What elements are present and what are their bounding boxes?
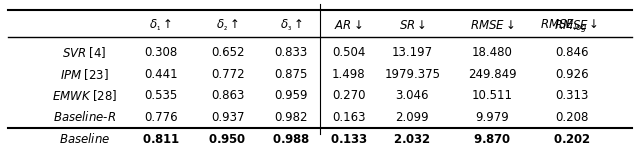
Text: $\mathit{\delta}_{₁}$$\uparrow$: $\mathit{\delta}_{₁}$$\uparrow$ <box>149 18 172 33</box>
Text: $\mathbf{0.811}$: $\mathbf{0.811}$ <box>141 133 180 146</box>
Text: $\mathit{Baseline}$: $\mathit{Baseline}$ <box>59 132 110 146</box>
Text: $\mathit{Baseline\text{-}R}$: $\mathit{Baseline\text{-}R}$ <box>52 110 116 125</box>
Text: 18.480: 18.480 <box>472 46 513 59</box>
Text: 0.833: 0.833 <box>275 46 308 59</box>
Text: 0.441: 0.441 <box>144 68 177 81</box>
Text: 0.535: 0.535 <box>144 89 177 102</box>
Text: 13.197: 13.197 <box>392 46 433 59</box>
Text: 0.937: 0.937 <box>211 111 244 124</box>
Text: $\mathit{IPM\;[23]}$: $\mathit{IPM\;[23]}$ <box>60 67 109 82</box>
Text: 0.776: 0.776 <box>144 111 177 124</box>
Text: 1979.375: 1979.375 <box>385 68 440 81</box>
Text: $\mathit{AR}$$\downarrow$: $\mathit{AR}$$\downarrow$ <box>335 19 363 32</box>
Text: $\mathit{RMSE}_{\mathit{log}}$$\downarrow$: $\mathit{RMSE}_{\mathit{log}}$$\downarro… <box>540 17 597 34</box>
Text: $\mathit{\delta}_{₂}$$\uparrow$: $\mathit{\delta}_{₂}$$\uparrow$ <box>216 18 239 33</box>
Text: 0.772: 0.772 <box>211 68 244 81</box>
Text: 0.846: 0.846 <box>555 46 588 59</box>
Text: 0.208: 0.208 <box>555 111 588 124</box>
Text: $\mathbf{9.870}$: $\mathbf{9.870}$ <box>473 133 511 146</box>
Text: 1.498: 1.498 <box>332 68 365 81</box>
Text: $\it{RMSE}$: $\it{RMSE}$ <box>554 19 589 32</box>
Text: 10.511: 10.511 <box>472 89 513 102</box>
Text: $\mathit{SR}$$\downarrow$: $\mathit{SR}$$\downarrow$ <box>399 19 426 32</box>
Text: 0.863: 0.863 <box>211 89 244 102</box>
Text: 0.875: 0.875 <box>275 68 308 81</box>
Text: 0.163: 0.163 <box>332 111 365 124</box>
Text: 0.982: 0.982 <box>275 111 308 124</box>
Text: 0.504: 0.504 <box>332 46 365 59</box>
Text: $\mathbf{2.032}$: $\mathbf{2.032}$ <box>394 133 431 146</box>
Text: $\mathbf{0.988}$: $\mathbf{0.988}$ <box>272 133 310 146</box>
Text: $\mathbf{0.202}$: $\mathbf{0.202}$ <box>553 133 591 146</box>
Text: 0.959: 0.959 <box>275 89 308 102</box>
Text: 0.270: 0.270 <box>332 89 365 102</box>
Text: 0.313: 0.313 <box>555 89 588 102</box>
Text: 2.099: 2.099 <box>396 111 429 124</box>
Text: 3.046: 3.046 <box>396 89 429 102</box>
Text: $\mathbf{0.133}$: $\mathbf{0.133}$ <box>330 133 368 146</box>
Text: $\mathit{EMWK\;[28]}$: $\mathit{EMWK\;[28]}$ <box>52 88 117 103</box>
Text: $\mathit{RMSE}$$\downarrow$: $\mathit{RMSE}$$\downarrow$ <box>470 19 515 32</box>
Text: 9.979: 9.979 <box>475 111 509 124</box>
Text: 0.308: 0.308 <box>144 46 177 59</box>
Text: $\mathit{\delta}_{₃}$$\uparrow$: $\mathit{\delta}_{₃}$$\uparrow$ <box>280 18 303 33</box>
Text: $\mathbf{0.950}$: $\mathbf{0.950}$ <box>209 133 247 146</box>
Text: 249.849: 249.849 <box>468 68 516 81</box>
Text: $\mathit{SVR\;[4]}$: $\mathit{SVR\;[4]}$ <box>62 45 106 60</box>
Text: 0.652: 0.652 <box>211 46 244 59</box>
Text: 0.926: 0.926 <box>555 68 589 81</box>
